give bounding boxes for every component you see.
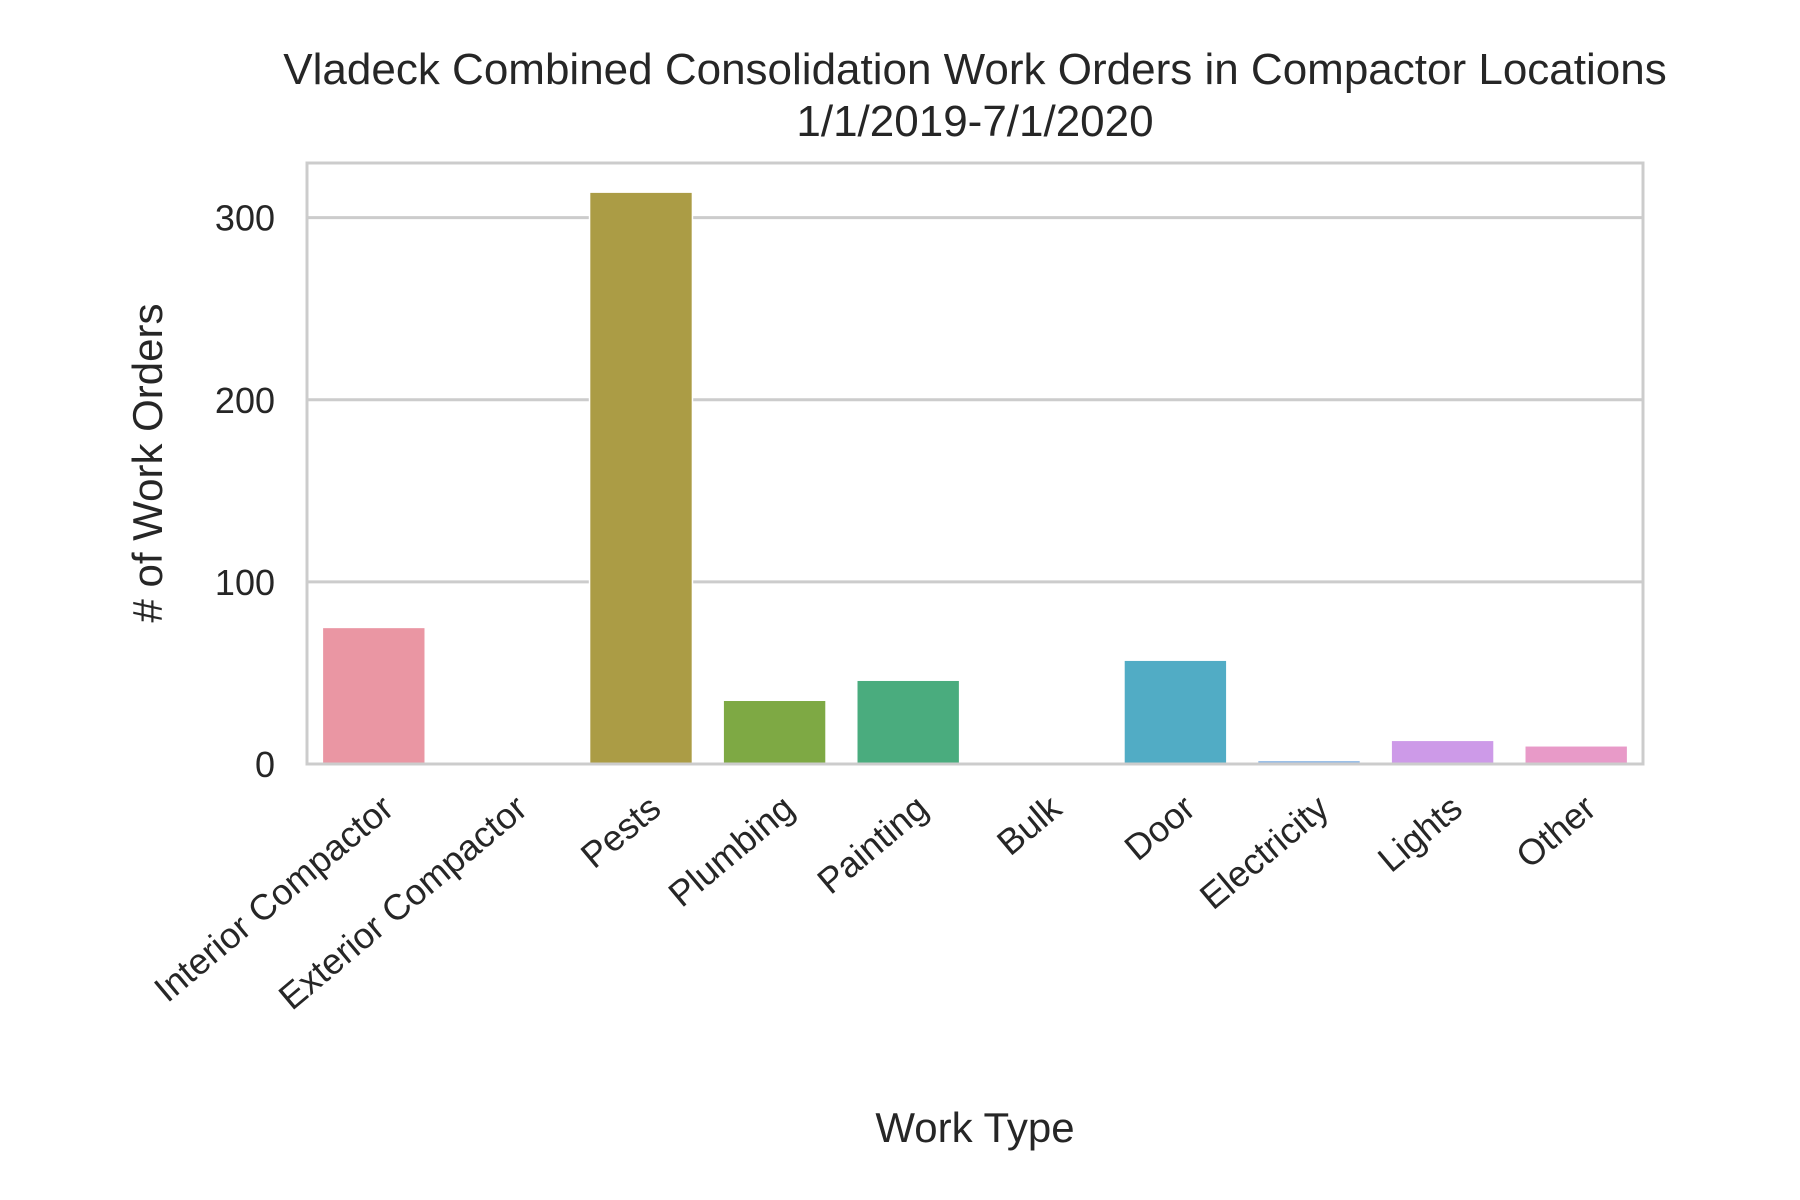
y-tick-label: 0	[255, 744, 275, 785]
y-axis-label: # of Work Orders	[124, 304, 171, 623]
chart-subtitle: 1/1/2019-7/1/2020	[796, 97, 1153, 146]
x-tick-label: Pests	[573, 787, 668, 876]
plot-frame	[305, 161, 1645, 766]
x-tick-label: Other	[1508, 787, 1603, 876]
x-tick-label: Door	[1116, 787, 1202, 869]
x-tick-label: Exterior Compactor	[271, 787, 535, 1018]
bar-pests	[588, 191, 694, 765]
x-tick-label: Painting	[809, 787, 935, 902]
y-tick-label: 100	[215, 562, 275, 603]
x-tick-label: Electricity	[1192, 787, 1336, 917]
y-tick-label: 300	[215, 198, 275, 239]
bar-interior-compactor	[321, 626, 426, 765]
x-tick-label: Bulk	[989, 786, 1070, 863]
y-tick-labels: 0 100 200 300	[215, 198, 275, 785]
gridlines	[307, 216, 1643, 766]
x-tick-label: Lights	[1370, 787, 1470, 880]
x-tick-label: Plumbing	[660, 787, 801, 915]
x-tick-label: Interior Compactor	[146, 787, 401, 1010]
bar-painting	[856, 679, 961, 765]
bar-other	[1524, 745, 1629, 765]
bars	[321, 191, 1629, 765]
y-tick-label: 200	[215, 380, 275, 421]
x-axis-label: Work Type	[875, 1104, 1074, 1151]
bar-lights	[1390, 739, 1495, 765]
bar-plumbing	[722, 699, 827, 765]
chart-title: Vladeck Combined Consolidation Work Orde…	[283, 45, 1666, 94]
bar-door	[1123, 659, 1228, 765]
